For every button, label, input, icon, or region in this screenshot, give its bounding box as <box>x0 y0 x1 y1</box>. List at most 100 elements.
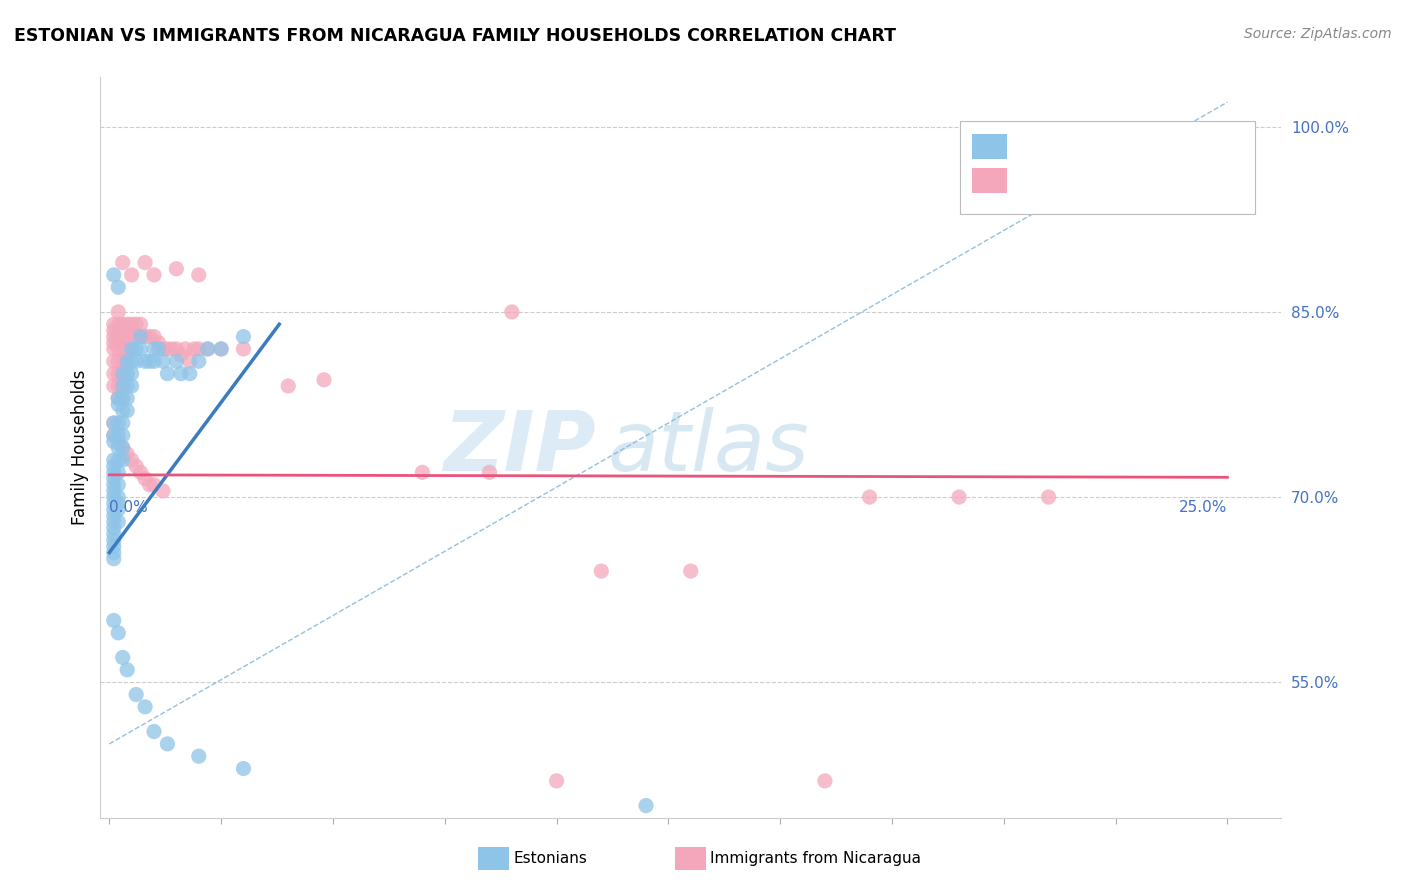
Point <box>129 466 152 480</box>
Point <box>111 392 134 406</box>
Point <box>134 471 156 485</box>
Point <box>859 490 882 504</box>
Point <box>103 545 125 559</box>
Point <box>103 428 125 442</box>
Point <box>232 762 254 776</box>
Point <box>634 798 657 813</box>
Point <box>115 367 138 381</box>
Point <box>103 354 125 368</box>
Point <box>134 699 156 714</box>
Point <box>121 367 143 381</box>
Point <box>103 367 125 381</box>
Point <box>179 367 201 381</box>
Point <box>143 268 166 282</box>
Point <box>148 335 170 350</box>
Point <box>152 354 174 368</box>
Point <box>160 342 183 356</box>
Point <box>121 268 143 282</box>
Point <box>111 441 134 455</box>
Point <box>103 466 125 480</box>
Point <box>546 773 568 788</box>
Point <box>107 416 129 430</box>
Point <box>107 392 129 406</box>
Point <box>111 329 134 343</box>
Point <box>129 318 152 332</box>
Point <box>111 379 134 393</box>
Point <box>125 459 148 474</box>
Text: ESTONIAN VS IMMIGRANTS FROM NICARAGUA FAMILY HOUSEHOLDS CORRELATION CHART: ESTONIAN VS IMMIGRANTS FROM NICARAGUA FA… <box>14 27 896 45</box>
Point <box>129 329 152 343</box>
Point <box>111 428 134 442</box>
Point <box>107 453 129 467</box>
Point <box>103 416 125 430</box>
Point <box>103 527 125 541</box>
Point <box>165 354 187 368</box>
Point <box>107 342 129 356</box>
Point <box>478 466 501 480</box>
Text: R =  0.300: R = 0.300 <box>1014 137 1111 155</box>
Point <box>103 496 125 510</box>
Point <box>107 434 129 449</box>
Y-axis label: Family Households: Family Households <box>72 370 89 525</box>
Point <box>165 261 187 276</box>
Point <box>103 453 125 467</box>
Point <box>156 342 179 356</box>
Text: Source: ZipAtlas.com: Source: ZipAtlas.com <box>1244 27 1392 41</box>
Point <box>111 403 134 417</box>
Point <box>103 434 125 449</box>
Point <box>143 724 166 739</box>
Point <box>501 305 523 319</box>
Point <box>103 521 125 535</box>
Point <box>103 318 125 332</box>
Point <box>156 737 179 751</box>
Point <box>152 483 174 498</box>
Point <box>125 688 148 702</box>
Point <box>121 342 143 356</box>
Point <box>111 342 134 356</box>
Point <box>115 354 138 368</box>
Point <box>111 379 134 393</box>
Point <box>115 403 138 417</box>
Point <box>111 367 134 381</box>
Point <box>103 428 125 442</box>
Point <box>115 447 138 461</box>
Point <box>115 367 138 381</box>
Point <box>111 354 134 368</box>
Point <box>103 551 125 566</box>
Point <box>814 773 837 788</box>
Point <box>129 342 152 356</box>
Point <box>103 515 125 529</box>
Point <box>121 318 143 332</box>
Point <box>138 354 160 368</box>
Point <box>103 379 125 393</box>
Point <box>591 564 613 578</box>
Point <box>107 305 129 319</box>
Point <box>170 367 193 381</box>
Point <box>115 379 138 393</box>
Point <box>125 342 148 356</box>
Point <box>103 329 125 343</box>
Point <box>107 280 129 294</box>
Point <box>165 342 187 356</box>
Point <box>143 354 166 368</box>
Point <box>111 318 134 332</box>
Point <box>107 428 129 442</box>
Point <box>143 477 166 491</box>
Point <box>143 342 166 356</box>
Point <box>138 477 160 491</box>
Point <box>125 329 148 343</box>
Point <box>111 453 134 467</box>
Point <box>107 496 129 510</box>
Point <box>107 477 129 491</box>
Point <box>187 354 209 368</box>
Text: R = -0.008: R = -0.008 <box>1014 171 1111 189</box>
Point <box>103 459 125 474</box>
Point <box>111 255 134 269</box>
Point <box>111 392 134 406</box>
Point <box>103 540 125 554</box>
Point <box>948 490 970 504</box>
Point <box>103 471 125 485</box>
Point <box>121 342 143 356</box>
Text: atlas: atlas <box>607 407 810 488</box>
Point <box>107 466 129 480</box>
